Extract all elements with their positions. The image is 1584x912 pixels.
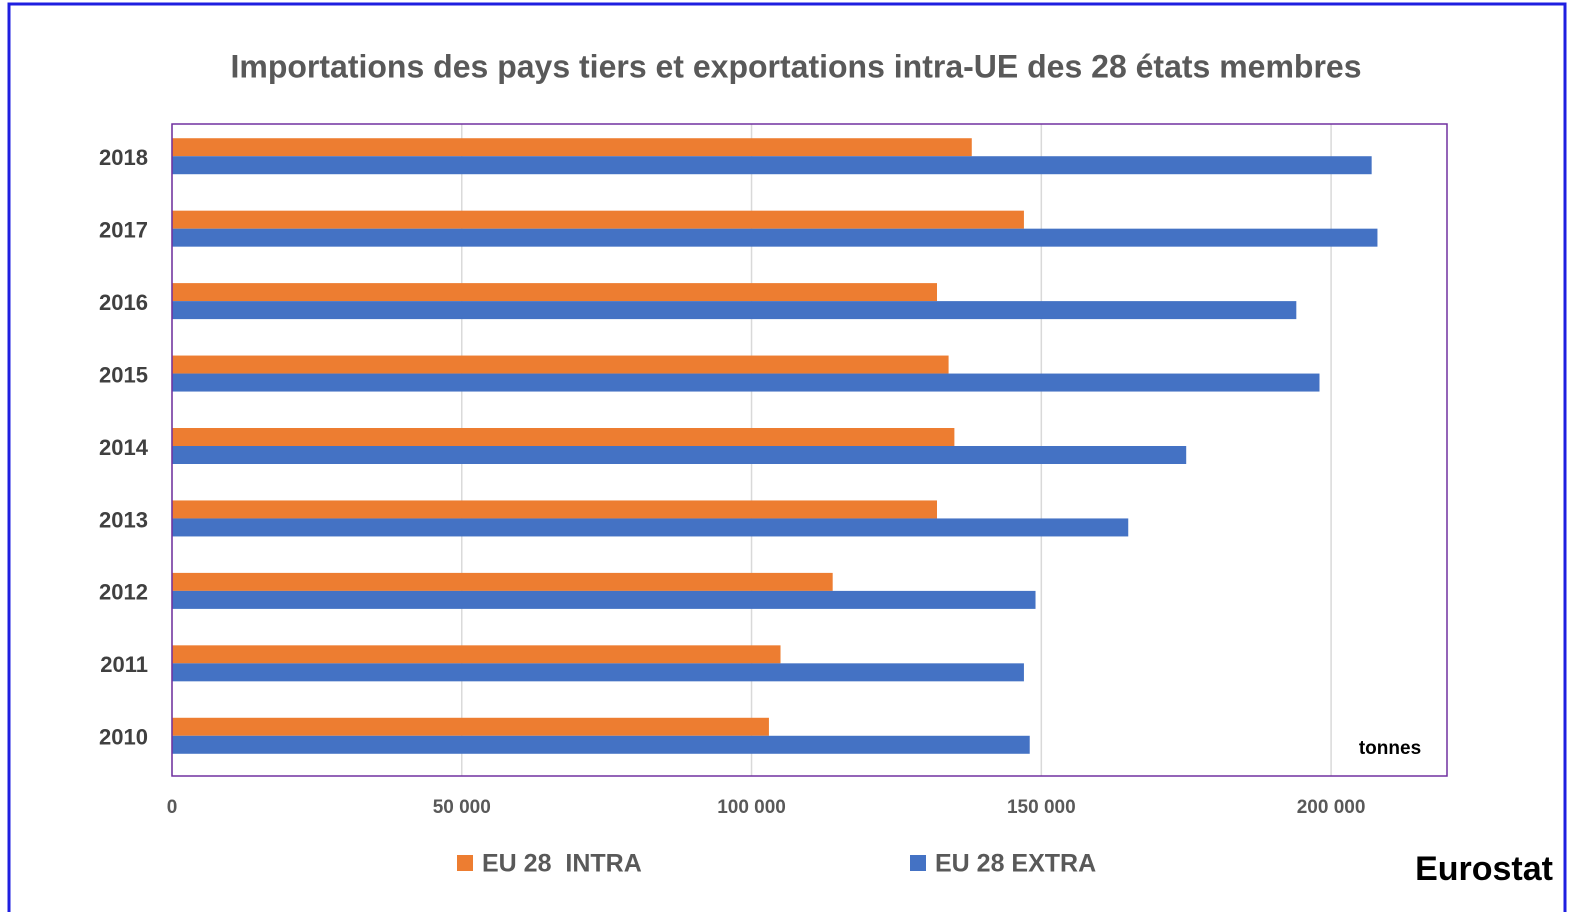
y-tick-label: 2011 <box>100 652 148 677</box>
y-tick-label: 2016 <box>99 290 148 315</box>
bar <box>172 283 937 302</box>
y-tick-label: 2018 <box>99 145 148 170</box>
source: Eurostat <box>1415 850 1553 888</box>
bar <box>172 373 1320 392</box>
bar <box>172 301 1297 320</box>
bar <box>172 518 1129 537</box>
bar <box>172 717 769 736</box>
y-tick-label: 2010 <box>99 725 148 750</box>
legend-swatch <box>910 855 926 871</box>
y-tick-label: 2014 <box>99 435 149 460</box>
x-tick-label: 50 000 <box>433 797 491 818</box>
bar <box>172 590 1036 609</box>
bar <box>172 138 972 157</box>
bar <box>172 446 1187 464</box>
y-tick-label: 2012 <box>99 580 148 605</box>
bar <box>172 428 955 446</box>
bar <box>172 500 937 519</box>
bar <box>172 572 833 591</box>
y-tick-label: 2017 <box>99 217 148 242</box>
y-tick-label: 2013 <box>99 507 148 532</box>
y-tick-label: 2015 <box>99 362 148 387</box>
bar <box>172 663 1024 682</box>
x-tick-label: 100 000 <box>717 797 786 818</box>
legend-swatch <box>457 855 473 871</box>
x-tick-label: 150 000 <box>1007 797 1076 818</box>
chart-title: Importations des pays tiers et exportati… <box>230 48 1361 84</box>
bar <box>172 355 949 374</box>
x-tick-label: 200 000 <box>1297 797 1366 818</box>
legend-label: EU 28 INTRA <box>482 850 642 878</box>
page-frame <box>7 2 1567 912</box>
bar <box>172 210 1024 229</box>
bar <box>172 228 1378 247</box>
bar <box>172 156 1372 175</box>
x-tick-label: 0 <box>167 797 178 818</box>
legend-label: EU 28 EXTRA <box>935 850 1096 878</box>
bar <box>172 735 1030 754</box>
unit-label: tonnes <box>1359 738 1421 759</box>
plot-frame <box>171 123 1448 777</box>
bar <box>172 645 781 664</box>
